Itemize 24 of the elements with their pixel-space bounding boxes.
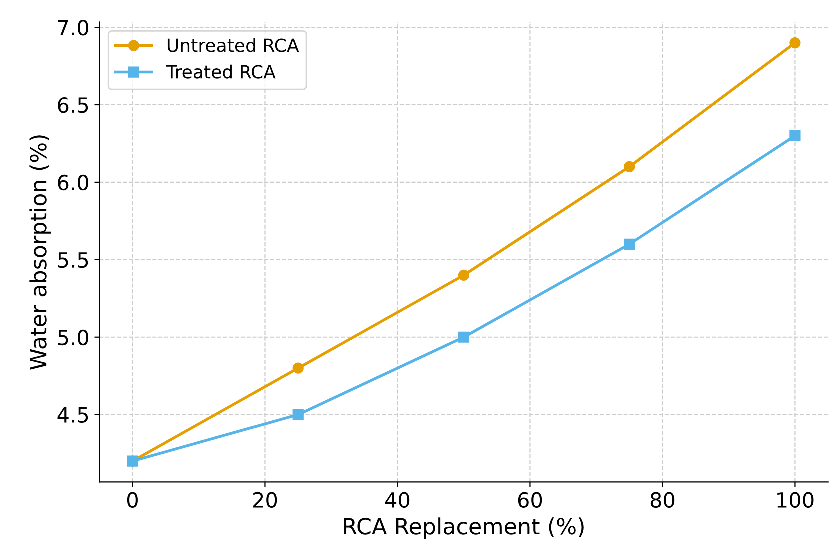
point xyxy=(292,409,304,420)
x-tick-label: 0 xyxy=(127,492,138,508)
x-tick-label: 100 xyxy=(778,492,814,508)
point xyxy=(458,270,470,281)
y-tick-label: 5.5 xyxy=(58,252,88,268)
point xyxy=(292,362,304,374)
point xyxy=(458,332,470,343)
x-tick-label: 20 xyxy=(253,492,278,508)
x-tick-label: 80 xyxy=(650,492,675,508)
y-tick-label: 4.5 xyxy=(58,408,88,424)
point xyxy=(790,130,801,142)
point xyxy=(790,37,801,49)
legend-label: Untreated RCA xyxy=(168,38,300,52)
point xyxy=(624,238,636,250)
x-axis-title: RCA Replacement (%) xyxy=(344,518,584,540)
y-tick-label: 5.0 xyxy=(58,330,88,346)
legend-label: Treated RCA xyxy=(166,64,276,79)
x-tick-label: 60 xyxy=(518,492,542,508)
point xyxy=(624,161,636,173)
x-tick-label: 40 xyxy=(385,492,410,508)
y-tick-label: 6.5 xyxy=(58,97,88,114)
y-tick-label: 7.0 xyxy=(58,20,88,36)
y-tick-label: 6.0 xyxy=(58,174,88,191)
y-axis-title: Water absorption (%) xyxy=(30,136,52,370)
